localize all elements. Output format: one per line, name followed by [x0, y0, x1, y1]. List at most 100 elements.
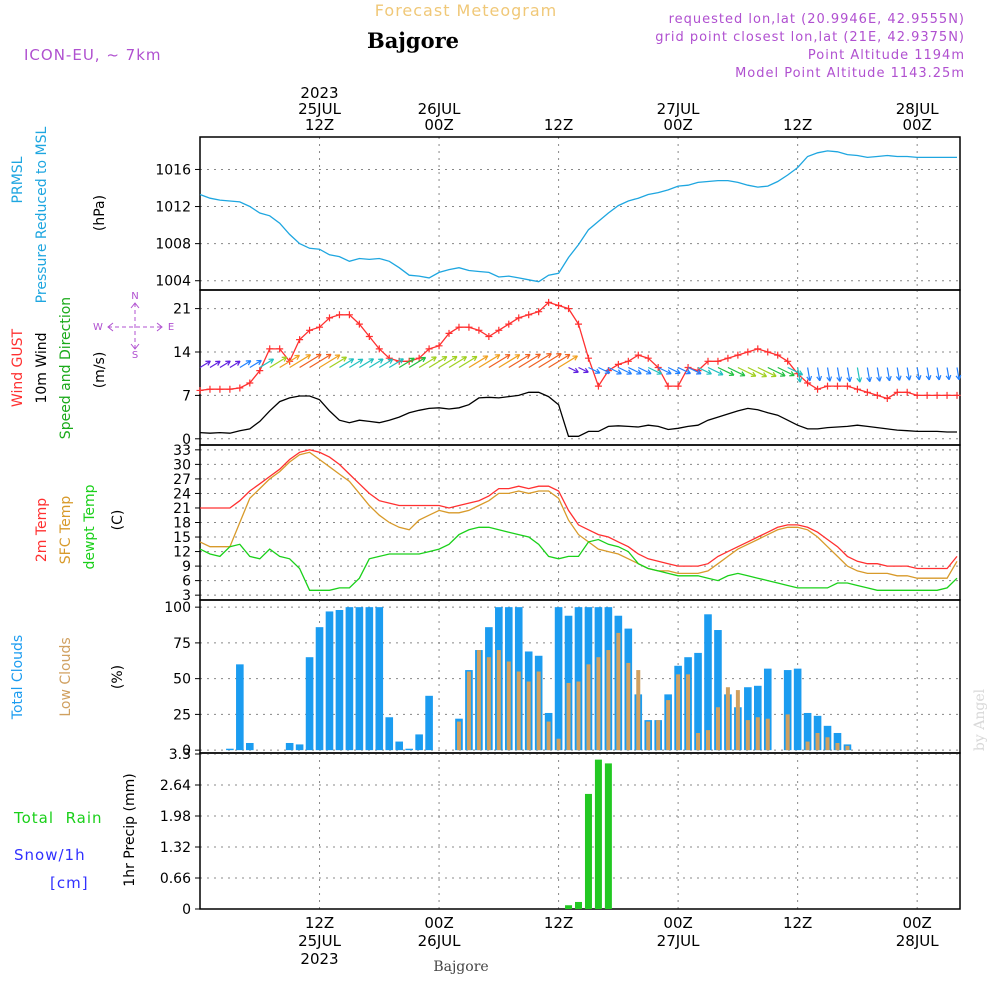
wind-direction-arrow [747, 366, 767, 378]
wind-direction-arrow [638, 366, 652, 375]
wind-gust-marker [206, 385, 214, 393]
wind-direction-arrow [568, 366, 579, 373]
wind-direction-arrow [936, 367, 940, 381]
total-cloud-bar [763, 668, 772, 751]
low-cloud-bar [765, 718, 770, 751]
wind-gust-marker [505, 320, 513, 328]
low-cloud-bar [805, 741, 810, 751]
wind-direction-arrow [687, 366, 702, 375]
wind-direction-arrow [269, 356, 288, 369]
requested-coords: requested lon,lat (20.9946E, 42.9555N) [669, 12, 965, 27]
wind-direction-arrowhead [268, 358, 275, 364]
temp-unit: (C) [110, 510, 126, 531]
wind-gust-marker [445, 329, 453, 337]
low-cloud-bar [626, 662, 631, 751]
precip-ytick-label: 2.64 [160, 778, 191, 794]
wind-direction-arrow [558, 355, 578, 369]
rain-bar [565, 905, 573, 909]
wind-gust-marker [734, 351, 742, 359]
wind-direction-arrowhead [334, 354, 341, 360]
wind-direction-arrow [737, 366, 757, 377]
wind-direction-arrowhead [451, 355, 458, 362]
wind-direction-arrow [677, 366, 691, 375]
top-time-label: 25JUL [298, 100, 341, 118]
top-time-label: 00Z [902, 116, 931, 134]
precip-ytick-label: 0 [182, 902, 191, 918]
total-cloud-bar [375, 607, 384, 751]
low-cloud-bar [566, 682, 571, 751]
wind-direction-arrow [826, 367, 831, 382]
wind-direction-arrow [608, 366, 622, 375]
wind-direction-arrowhead [771, 371, 777, 378]
wind-gust-marker [754, 345, 762, 353]
low-cloud-bar [606, 650, 611, 751]
wind-gust-marker [913, 391, 921, 399]
wind-gust-marker [535, 308, 543, 316]
wind-direction-arrowhead [856, 377, 863, 383]
wind-direction-arrowhead [583, 367, 589, 374]
wind-direction-arrowhead [482, 355, 489, 361]
wind-direction-arrowhead [535, 353, 541, 359]
wind-gust-marker [355, 320, 363, 328]
temperature-ytick-label: 27 [173, 472, 191, 488]
clouds-low-label: Low Clouds [58, 637, 74, 716]
wind-gust-marker [545, 298, 553, 306]
wind-direction-arrowhead [368, 358, 375, 364]
wind-direction-arrow [418, 356, 437, 369]
temp-dewpt-label: dewpt Temp [82, 484, 98, 569]
wind-direction-arrowhead [696, 369, 702, 375]
wind-direction-arrowhead [256, 359, 262, 366]
wind-gust-marker [345, 311, 353, 319]
wind-direction-arrowhead [816, 375, 823, 382]
wind-gust-marker [306, 326, 314, 334]
bottom-time-label: 12Z [305, 914, 334, 932]
wind-direction-arrow [249, 359, 262, 369]
temperature-ytick-label: 12 [173, 545, 191, 561]
wind-direction-arrowhead [915, 375, 922, 381]
wind-gust-marker [485, 333, 493, 340]
low-cloud-bar [686, 674, 691, 751]
wind-direction-arrow [926, 367, 930, 381]
wind-direction-arrow [618, 366, 632, 375]
wind-direction-arrowhead [656, 369, 663, 375]
footer-location: Bajgore [433, 959, 488, 975]
wind-direction-arrowhead [604, 368, 611, 374]
wind-direction-arrowhead [706, 369, 712, 375]
low-cloud-bar [496, 650, 501, 751]
wind-direction-arrowhead [836, 376, 843, 382]
wind-direction-arrow [229, 360, 241, 369]
wind-gust-marker [335, 311, 343, 319]
wind-direction-arrow [866, 367, 871, 382]
wind-direction-arrow [199, 360, 211, 369]
total-cloud-bar [345, 607, 354, 751]
wind-direction-arrow [538, 353, 562, 369]
wind-direction-arrow [797, 367, 801, 383]
total-cloud-bar [246, 742, 254, 751]
wind-direction-arrowhead [955, 374, 962, 381]
model-altitude: Model Point Altitude 1143.25m [735, 66, 965, 81]
wind-direction-arrow [329, 356, 347, 369]
wind-direction-arrow [259, 358, 274, 369]
precip-ytick-label: 1.98 [160, 809, 191, 825]
wind-direction-arrowhead [461, 356, 468, 362]
wind-direction-arrowhead [876, 376, 882, 382]
wind-ytick-label: 0 [182, 432, 191, 448]
wind-direction-arrow [787, 366, 803, 376]
wind-gust-marker [385, 354, 393, 362]
wind-unit: (m/s) [92, 352, 108, 389]
chart-title: Forecast Meteogram [375, 1, 557, 20]
wind-gust-marker [525, 311, 533, 319]
low-cloud-bar [845, 745, 850, 751]
wind-gust-marker [575, 320, 583, 328]
low-cloud-bar [676, 674, 681, 751]
compass-south: S [132, 350, 138, 361]
wind-direction-arrowhead [925, 375, 932, 381]
wind-panel-frame [199, 289, 961, 446]
total-cloud-bar [783, 670, 792, 751]
plot-area: 1004100810121016071421369121518212427303… [155, 84, 962, 968]
wind-direction-arrow [359, 358, 374, 369]
wind-direction-arrowhead [398, 358, 404, 364]
wind-direction-arrow [299, 353, 322, 369]
wind-direction-arrowhead [826, 376, 833, 382]
precip-panel-frame [199, 752, 961, 910]
